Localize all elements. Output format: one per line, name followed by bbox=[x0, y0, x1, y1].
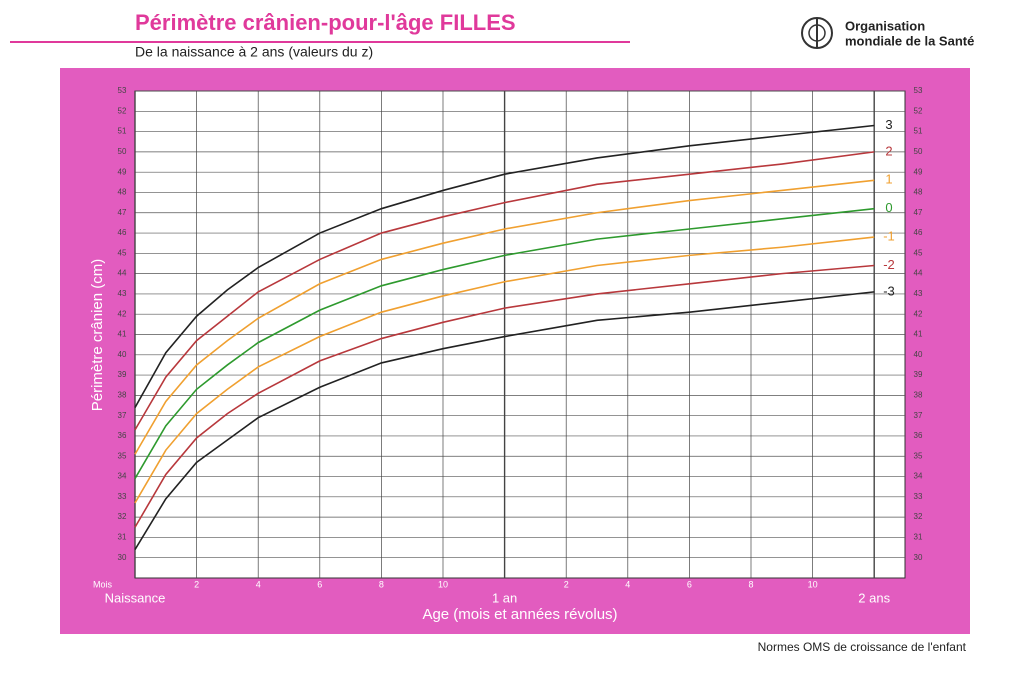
series-line bbox=[134, 179, 875, 455]
x-tick-label: 10 bbox=[438, 579, 448, 589]
y-tick-label: 41 bbox=[118, 330, 127, 339]
y-tick-label: 49 bbox=[118, 167, 127, 176]
org-name: mondiale de la Santé bbox=[845, 33, 974, 48]
y-tick-label: 34 bbox=[914, 472, 923, 481]
x-tick-label: 2 bbox=[564, 579, 569, 589]
footer: Normes OMS de croissance de l'enfant bbox=[758, 640, 967, 654]
x-tick-label: Naissance bbox=[105, 590, 166, 605]
y-tick-label: 46 bbox=[914, 228, 923, 237]
y-tick-label: 45 bbox=[914, 248, 923, 257]
series-label: -3 bbox=[883, 283, 895, 298]
series-line bbox=[134, 236, 875, 504]
who-logo bbox=[801, 17, 833, 49]
y-tick-label: 50 bbox=[118, 147, 127, 156]
y-tick-label: 48 bbox=[914, 188, 923, 197]
series-label: 0 bbox=[885, 200, 892, 215]
series-label: -2 bbox=[883, 257, 895, 272]
org-name: Organisation bbox=[845, 18, 925, 33]
y-tick-label: 32 bbox=[914, 512, 923, 521]
series-line bbox=[134, 291, 875, 551]
y-tick-label: 47 bbox=[118, 208, 127, 217]
y-tick-label: 33 bbox=[914, 492, 923, 501]
y-tick-label: 32 bbox=[118, 512, 127, 521]
x-unit: Mois bbox=[93, 579, 113, 589]
y-tick-label: 37 bbox=[914, 411, 923, 420]
y-tick-label: 39 bbox=[118, 370, 127, 379]
y-tick-label: 35 bbox=[118, 451, 127, 460]
y-tick-label: 33 bbox=[118, 492, 127, 501]
y-tick-label: 36 bbox=[118, 431, 127, 440]
y-tick-label: 39 bbox=[914, 370, 923, 379]
y-tick-label: 50 bbox=[914, 147, 923, 156]
y-axis-label: Périmètre crânien (cm) bbox=[89, 259, 106, 412]
y-tick-label: 31 bbox=[118, 533, 127, 542]
y-tick-label: 43 bbox=[118, 289, 127, 298]
y-tick-label: 40 bbox=[118, 350, 127, 359]
chart-subtitle: De la naissance à 2 ans (valeurs du z) bbox=[135, 44, 373, 60]
y-tick-label: 30 bbox=[914, 553, 923, 562]
series-line bbox=[134, 151, 875, 431]
series-line bbox=[134, 264, 875, 528]
x-tick-label: 10 bbox=[808, 579, 818, 589]
y-tick-label: 51 bbox=[118, 127, 127, 136]
y-tick-label: 36 bbox=[914, 431, 923, 440]
series-line bbox=[134, 124, 875, 408]
x-tick-label: 6 bbox=[317, 579, 322, 589]
x-tick-label: 4 bbox=[256, 579, 261, 589]
y-tick-label: 49 bbox=[914, 167, 923, 176]
x-tick-label: 2 ans bbox=[858, 590, 890, 605]
y-tick-label: 47 bbox=[914, 208, 923, 217]
y-tick-label: 52 bbox=[118, 106, 127, 115]
y-tick-label: 42 bbox=[118, 309, 127, 318]
y-tick-label: 34 bbox=[118, 472, 127, 481]
x-tick-label: 8 bbox=[379, 579, 384, 589]
x-tick-label: 6 bbox=[687, 579, 692, 589]
y-tick-label: 35 bbox=[914, 451, 923, 460]
x-tick-label: 2 bbox=[194, 579, 199, 589]
y-tick-label: 51 bbox=[914, 127, 923, 136]
series-label: 2 bbox=[885, 143, 892, 158]
y-tick-label: 42 bbox=[914, 309, 923, 318]
y-tick-label: 41 bbox=[914, 330, 923, 339]
y-tick-label: 37 bbox=[118, 411, 127, 420]
y-tick-label: 38 bbox=[914, 390, 923, 399]
y-tick-label: 48 bbox=[118, 188, 127, 197]
y-tick-label: 31 bbox=[914, 533, 923, 542]
x-tick-label: 8 bbox=[748, 579, 753, 589]
y-tick-label: 38 bbox=[118, 390, 127, 399]
y-tick-label: 46 bbox=[118, 228, 127, 237]
x-axis-label: Age (mois et années révolus) bbox=[422, 606, 617, 623]
x-tick-label: 4 bbox=[625, 579, 630, 589]
series-label: -1 bbox=[883, 229, 895, 244]
y-tick-label: 44 bbox=[118, 269, 127, 278]
y-tick-label: 43 bbox=[914, 289, 923, 298]
y-tick-label: 53 bbox=[118, 86, 127, 95]
chart-title: Périmètre crânien-pour-l'âge FILLES bbox=[135, 10, 516, 35]
y-tick-label: 40 bbox=[914, 350, 923, 359]
series-label: 1 bbox=[885, 172, 892, 187]
y-tick-label: 30 bbox=[118, 553, 127, 562]
y-tick-label: 45 bbox=[118, 248, 127, 257]
y-tick-label: 53 bbox=[914, 86, 923, 95]
y-tick-label: 44 bbox=[914, 269, 923, 278]
y-tick-label: 52 bbox=[914, 106, 923, 115]
x-tick-label: 1 an bbox=[492, 590, 517, 605]
series-label: 3 bbox=[885, 117, 892, 132]
series-line bbox=[134, 207, 875, 479]
